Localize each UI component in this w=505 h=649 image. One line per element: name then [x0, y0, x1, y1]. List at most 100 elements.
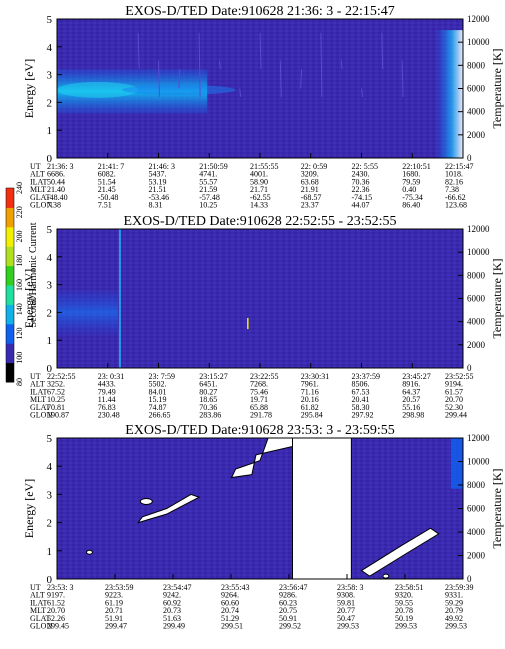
- chart-title: EXOS-D/TED Date:910628 22:52:55 - 23:52:…: [124, 214, 397, 229]
- chart-title: EXOS-D/TED Date:910628 23:53: 3 - 23:59:…: [125, 423, 394, 438]
- table-cell: 9194.: [445, 380, 463, 389]
- colorbar-swatch: [6, 323, 14, 344]
- row-label-ilat: ILAT: [30, 387, 47, 396]
- y2-tick-label: 8000: [467, 270, 486, 280]
- y2-axis-label: Temperature [K]: [490, 468, 504, 548]
- y-tick-label: 4: [47, 252, 53, 264]
- row-label-ut: UT: [30, 372, 41, 381]
- colorbar-swatch: [6, 265, 14, 286]
- y-tick-label: 5: [47, 433, 53, 445]
- table-cell: 23:55:43: [221, 583, 249, 592]
- table-cell: -62.55: [250, 193, 271, 202]
- table-cell: 299.52: [279, 622, 301, 631]
- edge-emission: [450, 438, 463, 489]
- colorbar-swatch: [6, 304, 14, 325]
- y2-tick-label: 12000: [467, 433, 490, 443]
- table-cell: 63.68: [301, 177, 319, 186]
- y2-tick-label: 4000: [467, 107, 486, 117]
- colorbar-tick-label: 240: [15, 182, 24, 194]
- table-cell: 20.74: [221, 606, 239, 615]
- table-cell: 74.87: [149, 403, 167, 412]
- table-cell: 9242.: [163, 591, 181, 600]
- row-label-mlt: MLT: [30, 395, 46, 404]
- y-tick-label: 0: [47, 153, 53, 165]
- table-cell: 50.44: [47, 177, 65, 186]
- table-cell: 23:58:51: [395, 583, 423, 592]
- table-cell: 299.49: [163, 622, 185, 631]
- y2-tick-label: 4000: [467, 317, 486, 327]
- table-cell: 51.63: [163, 614, 181, 623]
- table-cell: 8506.: [352, 380, 370, 389]
- colorbar-swatch: [6, 343, 14, 364]
- table-cell: 61.52: [47, 598, 65, 607]
- table-cell: 86.40: [402, 201, 420, 210]
- table-cell: 71.16: [301, 387, 319, 396]
- table-cell: 21.40: [47, 185, 65, 194]
- table-cell: 23:56:47: [279, 583, 307, 592]
- table-cell: 21.71: [250, 185, 268, 194]
- table-cell: 52.30: [445, 403, 463, 412]
- table-cell: 65.88: [250, 403, 268, 412]
- y2-tick-label: 2000: [467, 130, 486, 140]
- table-cell: 61.82: [301, 403, 319, 412]
- colorbar-tick-label: 180: [15, 255, 24, 267]
- y2-axis-label: Temperature [K]: [490, 48, 504, 128]
- table-cell: 70.81: [47, 403, 65, 412]
- y2-tick-label: 2000: [467, 340, 486, 350]
- table-cell: 23:15:27: [199, 372, 227, 381]
- y-tick-label: 2: [47, 518, 53, 530]
- table-cell: 60.23: [279, 598, 297, 607]
- table-cell: 23:52:55: [445, 372, 473, 381]
- table-cell: 3252.: [47, 380, 65, 389]
- chart-panel-3: EXOS-D/TED Date:910628 23:53: 3 - 23:59:…: [22, 423, 504, 631]
- y2-tick-label: 10000: [467, 457, 490, 467]
- table-cell: 55.16: [402, 403, 420, 412]
- no-data-region: [136, 493, 201, 524]
- y-axis-label: Energy [eV]: [22, 59, 36, 118]
- table-cell: 23.37: [301, 201, 319, 210]
- colorbar-swatch: [6, 362, 14, 383]
- table-cell: 50.19: [395, 614, 413, 623]
- y-tick-label: 1: [47, 125, 53, 137]
- edge-emission: [434, 30, 463, 158]
- table-cell: 19.71: [250, 395, 268, 404]
- noise-streak: [198, 32, 201, 97]
- y-tick-label: 3: [47, 70, 53, 82]
- table-cell: -48.40: [47, 193, 68, 202]
- table-cell: 75.46: [250, 387, 268, 396]
- table-cell: 59.81: [337, 598, 355, 607]
- table-cell: 61.57: [445, 387, 463, 396]
- row-label-ilat: ILAT: [30, 598, 47, 607]
- table-cell: 20.77: [337, 606, 355, 615]
- table-cell: 23:54:47: [163, 583, 191, 592]
- table-cell: -53.46: [149, 193, 170, 202]
- table-cell: 5502.: [149, 380, 167, 389]
- table-cell: 44.07: [352, 201, 370, 210]
- table-cell: 22:15:47: [445, 162, 473, 171]
- table-cell: 9308.: [337, 591, 355, 600]
- table-cell: 6451.: [199, 380, 217, 389]
- table-cell: 61.19: [105, 598, 123, 607]
- table-cell: 21:36: 3: [47, 162, 73, 171]
- table-cell: 9197.: [47, 591, 65, 600]
- table-cell: 58.30: [352, 403, 370, 412]
- table-cell: 11.44: [98, 395, 116, 404]
- y-tick-label: 5: [47, 14, 53, 26]
- table-cell: 53.19: [149, 177, 167, 186]
- noise-streak: [137, 32, 140, 70]
- table-cell: 7.51: [98, 201, 112, 210]
- row-label-ut: UT: [30, 162, 41, 171]
- y2-tick-label: 10000: [467, 247, 490, 257]
- plot-area: [57, 229, 463, 368]
- table-cell: 9286.: [279, 591, 297, 600]
- band-peak: [57, 81, 139, 98]
- row-label-alt: ALT: [30, 380, 45, 389]
- noise-streak: [381, 32, 384, 70]
- table-cell: 20.41: [352, 395, 370, 404]
- table-cell: 23:53:59: [105, 583, 133, 592]
- colorbar-tick-label: 160: [15, 279, 24, 291]
- table-cell: 9320.: [395, 591, 413, 600]
- table-cell: 299.45: [47, 622, 69, 631]
- colorbar-swatch: [6, 246, 14, 267]
